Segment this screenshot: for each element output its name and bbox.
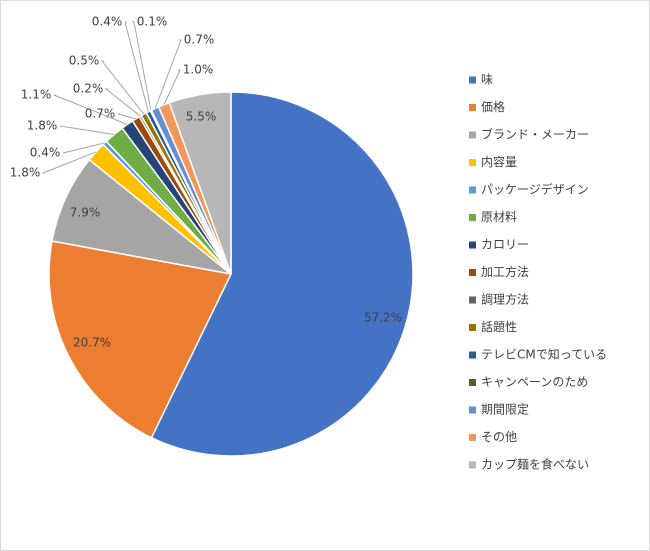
data-label: 1.8% (10, 166, 41, 180)
legend-label: 加工方法 (481, 264, 529, 279)
legend-swatch (469, 241, 476, 249)
pie-slice (51, 158, 232, 275)
legend-label: 話題性 (481, 319, 517, 334)
leader-line (117, 113, 137, 120)
legend-label: テレビCMで知っている (481, 348, 607, 362)
legend-label: キャンペーンのため (481, 375, 588, 389)
pie-slice (150, 91, 414, 457)
data-label: 1.0% (183, 63, 214, 77)
legend-swatch (469, 406, 476, 414)
leader-line (132, 21, 152, 111)
legend-swatch (469, 76, 476, 84)
legend-swatch (469, 461, 476, 469)
legend-swatch (469, 351, 476, 359)
legend-swatch (469, 324, 476, 331)
pie-slice (168, 91, 232, 275)
legend-label: カロリー (481, 238, 529, 252)
legend-label: 期間限定 (481, 402, 529, 417)
pie-slice (48, 240, 233, 439)
data-label: 0.4% (92, 15, 123, 29)
legend-label: 原材料 (481, 210, 517, 224)
legend-label: 味 (481, 73, 493, 87)
legend-swatch (469, 159, 476, 166)
legend-label: ブランド・メーカー (481, 127, 589, 142)
legend-swatch (469, 104, 476, 111)
data-label: 7.9% (70, 206, 101, 220)
legend-swatch (469, 296, 476, 304)
legend-swatch (469, 214, 476, 221)
data-label: 0.5% (69, 54, 100, 68)
legend-label: 価格 (481, 99, 505, 114)
data-label: 0.7% (184, 33, 215, 47)
data-label: 0.4% (30, 146, 61, 160)
leader-line (62, 142, 105, 154)
data-label: 0.1% (137, 15, 168, 29)
data-label: 1.1% (21, 88, 52, 102)
legend-swatch (469, 434, 476, 441)
legend-label: 調理方法 (481, 292, 529, 307)
legend-swatch (469, 379, 476, 386)
leader-line (42, 151, 97, 174)
legend-swatch (469, 131, 476, 139)
leader-line (124, 21, 149, 112)
legend-label: 内容量 (481, 154, 517, 169)
legend-swatch (469, 186, 476, 194)
leader-line (100, 60, 145, 115)
data-label: 0.7% (85, 107, 116, 121)
leader-line (104, 88, 141, 117)
data-label: 0.2% (73, 82, 104, 96)
data-label: 5.5% (186, 110, 217, 124)
leader-line (163, 69, 181, 105)
legend-label: パッケージデザイン (481, 182, 589, 197)
legend-label: その他 (481, 430, 517, 444)
leader-line (53, 94, 128, 125)
legend-swatch (469, 269, 476, 276)
data-label: 20.7% (73, 336, 111, 350)
leader-line (154, 39, 182, 109)
data-label: 57.2% (364, 311, 402, 325)
leader-line (59, 125, 115, 135)
legend-label: カップ麺を食べない (481, 457, 589, 472)
data-label: 1.8% (27, 119, 58, 133)
